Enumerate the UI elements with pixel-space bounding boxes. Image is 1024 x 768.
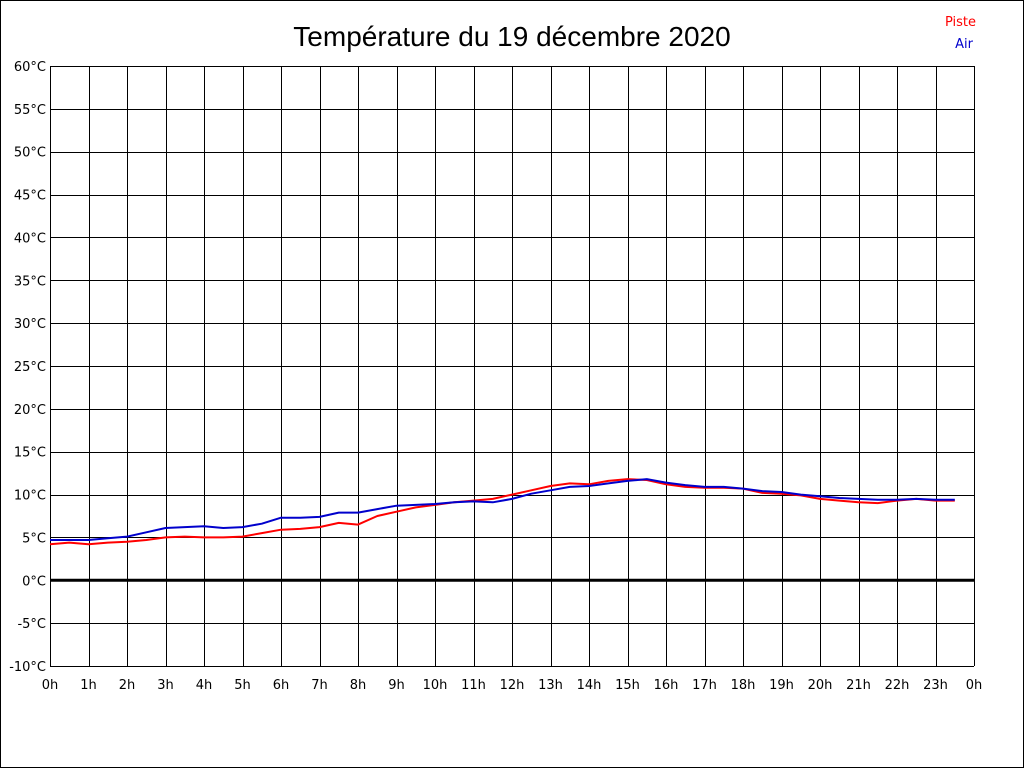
x-tick-label: 3h — [157, 678, 174, 693]
y-tick-label: 15°C — [14, 446, 46, 461]
x-tick-label: 23h — [923, 678, 948, 693]
series-lines — [49, 478, 955, 546]
x-tick-label: 17h — [692, 678, 717, 693]
y-tick-label: -10°C — [9, 660, 46, 675]
x-tick-label: 16h — [654, 678, 679, 693]
x-tick-label: 5h — [234, 678, 251, 693]
y-tick-label: 35°C — [14, 274, 46, 289]
x-tick-label: 21h — [846, 678, 871, 693]
x-tick-label: 18h — [731, 678, 756, 693]
y-tick-label: 60°C — [14, 60, 46, 75]
y-tick-label: 50°C — [14, 146, 46, 161]
y-tick-label: 25°C — [14, 360, 46, 375]
x-tick-label: 9h — [388, 678, 405, 693]
y-tick-label: 55°C — [14, 103, 46, 118]
x-tick-label: 7h — [311, 678, 328, 693]
x-tick-label: 10h — [423, 678, 448, 693]
x-tick-label: 12h — [500, 678, 525, 693]
x-tick-label: 13h — [538, 678, 563, 693]
series-line-air — [50, 478, 955, 541]
x-tick-label: 6h — [273, 678, 290, 693]
y-tick-label: 40°C — [14, 231, 46, 246]
chart-title: Température du 19 décembre 2020 — [293, 21, 730, 52]
grid-lines — [50, 66, 975, 667]
y-tick-label: -5°C — [17, 617, 46, 632]
x-tick-label: 1h — [80, 678, 97, 693]
x-tick-label: 0h — [42, 678, 59, 693]
x-tick-label: 20h — [808, 678, 833, 693]
x-tick-label: 11h — [461, 678, 486, 693]
x-tick-label: 15h — [615, 678, 640, 693]
y-tick-label: 10°C — [14, 489, 46, 504]
x-tick-label: 0h — [966, 678, 983, 693]
y-tick-label: 45°C — [14, 189, 46, 204]
y-tick-label: 30°C — [14, 317, 46, 332]
series-line-piste — [49, 478, 955, 546]
legend-item-piste: Piste — [945, 15, 976, 30]
x-tick-label: 2h — [119, 678, 136, 693]
x-tick-label: 8h — [350, 678, 367, 693]
legend: Piste Air — [945, 15, 976, 52]
y-tick-label: 20°C — [14, 403, 46, 418]
x-tick-label: 4h — [196, 678, 213, 693]
x-tick-label: 14h — [577, 678, 602, 693]
axis-ticks: 0h 1h 2h 3h 4h 5h 6h 7h 8h 9h 10h 11h 12h 13h 14h 15h 16… — [9, 60, 982, 693]
y-tick-label: 5°C — [22, 531, 46, 546]
x-tick-label: 19h — [769, 678, 794, 693]
y-tick-label: 0°C — [22, 574, 46, 589]
legend-item-air: Air — [955, 37, 974, 52]
x-tick-label: 22h — [885, 678, 910, 693]
